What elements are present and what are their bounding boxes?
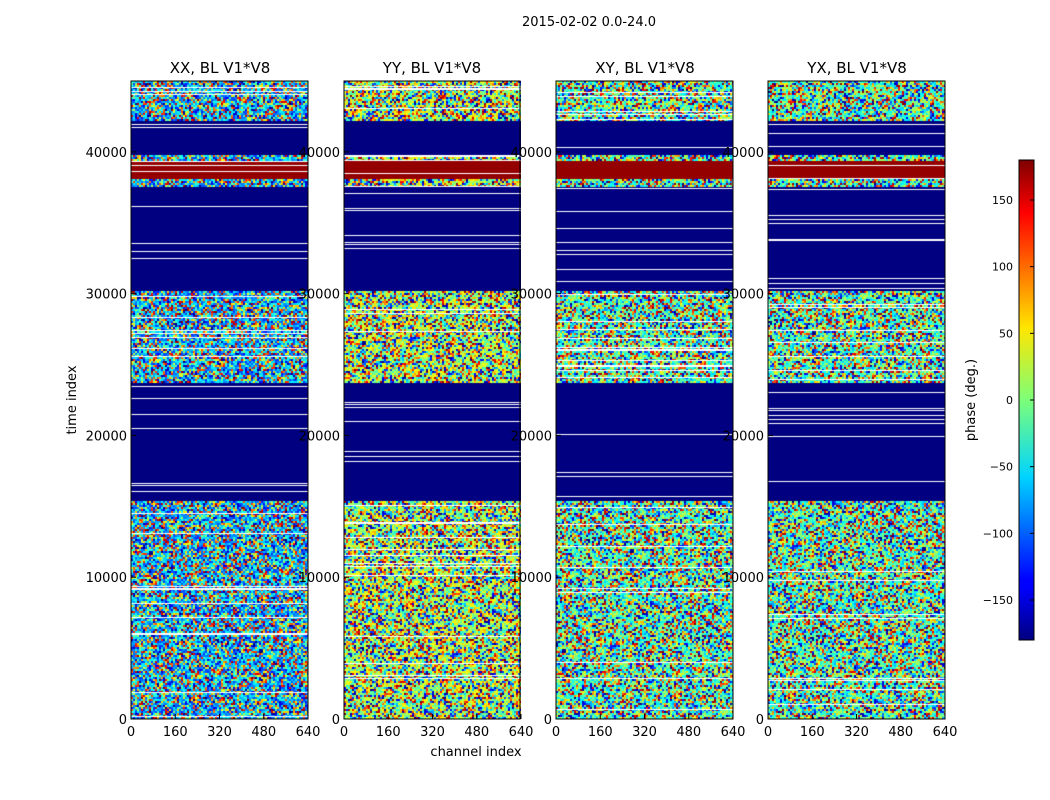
colorbar-label: phase (deg.): [964, 359, 979, 441]
colorbar: 150 100 50 0 −50 −100 −150 phase (deg.): [964, 159, 1035, 641]
colorbar-tick-label: −100: [983, 527, 1013, 540]
panel-title: XY, BL V1*V8: [595, 59, 695, 77]
x-axis-label: channel index: [430, 745, 521, 760]
colorbar-tick-label: −50: [990, 461, 1013, 474]
heatmap-xx: [131, 81, 308, 719]
colorbar-tick-label: 150: [992, 194, 1013, 207]
y-tick-label: 0: [544, 713, 552, 728]
y-tick-label: 30000: [511, 288, 552, 303]
heatmap-xy: [556, 81, 733, 719]
heatmap-image: [131, 81, 308, 719]
x-tick-label: 640: [933, 725, 958, 740]
y-tick-label: 10000: [86, 571, 127, 586]
colorbar-tick-label: 100: [992, 261, 1013, 274]
x-tick-label: 640: [721, 725, 746, 740]
y-tick-label: 10000: [723, 571, 764, 586]
y-tick-label: 40000: [723, 146, 764, 161]
heatmap-yy: [344, 81, 521, 719]
y-tick-label: 0: [119, 713, 127, 728]
heatmap-yx: [768, 81, 945, 719]
axis-ticks: 0 160 320 480 640 0 10000 20000 30000 40000 0 160 32…: [86, 146, 958, 740]
y-tick-label: 20000: [86, 429, 127, 444]
x-tick-label: 320: [844, 725, 869, 740]
x-tick-label: 640: [296, 725, 321, 740]
heatmap-image: [556, 81, 733, 719]
y-tick-label: 40000: [86, 146, 127, 161]
x-tick-label: 320: [420, 725, 445, 740]
panel-title: YX, BL V1*V8: [806, 59, 907, 77]
x-tick-label: 160: [588, 725, 613, 740]
x-tick-label: 0: [127, 725, 135, 740]
heatmap-image: [768, 81, 945, 719]
y-tick-label: 0: [332, 713, 340, 728]
y-tick-label: 40000: [511, 146, 552, 161]
colorbar-ticks: 150 100 50 0 −50 −100 −150: [983, 194, 1034, 607]
figure-suptitle: 2015-02-02 0.0-24.0: [522, 15, 656, 30]
x-tick-label: 160: [376, 725, 401, 740]
y-tick-label: 20000: [299, 429, 340, 444]
colorbar-tick-label: 0: [1006, 394, 1013, 407]
x-tick-label: 0: [552, 725, 560, 740]
y-tick-label: 20000: [511, 429, 552, 444]
y-tick-label: 30000: [86, 288, 127, 303]
x-tick-label: 480: [464, 725, 489, 740]
x-tick-label: 160: [163, 725, 188, 740]
x-tick-label: 480: [888, 725, 913, 740]
x-tick-label: 480: [251, 725, 276, 740]
y-tick-label: 30000: [723, 288, 764, 303]
y-tick-label: 10000: [299, 571, 340, 586]
panel-xx: XX, BL V1*V8: [130, 59, 309, 720]
panel-xy: XY, BL V1*V8: [555, 59, 734, 720]
x-tick-label: 480: [676, 725, 701, 740]
x-tick-label: 320: [207, 725, 232, 740]
x-tick-label: 0: [764, 725, 772, 740]
y-tick-label: 20000: [723, 429, 764, 444]
y-tick-label: 0: [756, 713, 764, 728]
x-tick-label: 160: [800, 725, 825, 740]
heatmap-image: [344, 81, 521, 719]
colorbar-tick-label: 50: [999, 327, 1013, 340]
y-tick-label: 30000: [299, 288, 340, 303]
colorbar-tick-label: −150: [983, 594, 1013, 607]
x-tick-label: 0: [340, 725, 348, 740]
x-tick-label: 320: [632, 725, 657, 740]
y-axis-label: time index: [65, 365, 80, 434]
panel-yy: YY, BL V1*V8: [343, 59, 521, 720]
y-tick-label: 10000: [511, 571, 552, 586]
y-tick-label: 40000: [299, 146, 340, 161]
panel-title: YY, BL V1*V8: [382, 59, 481, 77]
panel-yx: YX, BL V1*V8: [767, 59, 946, 720]
x-tick-label: 640: [509, 725, 534, 740]
panel-title: XX, BL V1*V8: [170, 59, 271, 77]
